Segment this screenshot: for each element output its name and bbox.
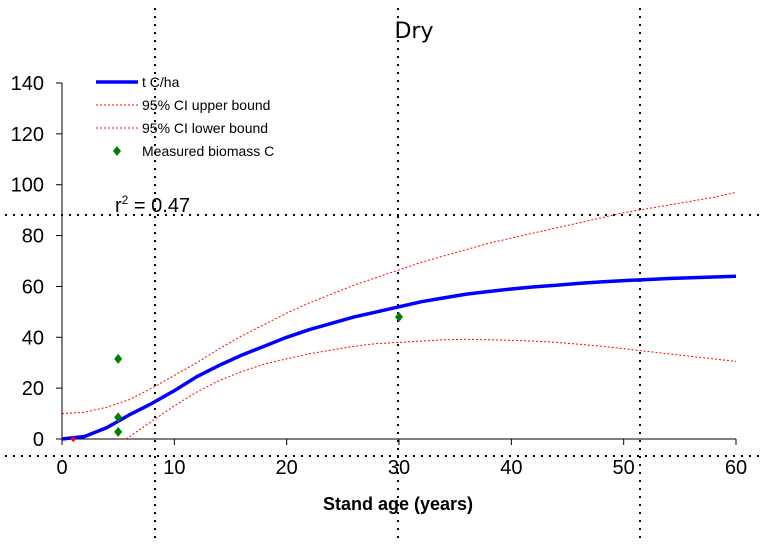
measured-point — [114, 353, 123, 364]
y-tick-label: 100 — [11, 175, 44, 197]
legend: t C/ha 95% CI upper bound 95% CI lower b… — [96, 74, 274, 159]
axes — [56, 82, 737, 445]
measured-point — [114, 426, 123, 437]
y-tick-label: 40 — [22, 327, 44, 349]
chart-title: Dry — [394, 19, 433, 44]
y-tick-label: 20 — [22, 378, 44, 400]
measured-point — [395, 311, 403, 322]
x-tick-label: 10 — [163, 457, 185, 479]
extra-point — [70, 436, 77, 442]
r-squared-annotation: r2 = 0.47 — [115, 193, 190, 217]
series-line-2 — [125, 338, 737, 440]
legend-marker-measured — [113, 146, 121, 156]
y-tick-label: 80 — [22, 226, 44, 248]
legend-label-lower: 95% CI lower bound — [142, 120, 268, 136]
y-tick-label: 0 — [33, 429, 44, 451]
measured-point — [114, 412, 123, 423]
tick-labels: 0 20 40 60 80 100 120 140 0 10 20 30 40 50 60 — [11, 73, 748, 479]
y-tick-label: 140 — [11, 73, 44, 95]
x-tick-label: 50 — [613, 457, 635, 479]
legend-label-measured: Measured biomass C — [142, 143, 274, 159]
x-tick-label: 60 — [725, 457, 747, 479]
outer-dotted-lines — [5, 8, 762, 540]
x-axis-label: Stand age (years) — [323, 494, 473, 514]
y-tick-label: 120 — [11, 124, 44, 146]
legend-label-upper: 95% CI upper bound — [142, 97, 270, 113]
x-tick-label: 0 — [56, 457, 67, 479]
x-tick-label: 30 — [388, 457, 410, 479]
x-tick-label: 20 — [276, 457, 298, 479]
legend-label-fit: t C/ha — [142, 74, 180, 90]
x-tick-label: 40 — [500, 457, 522, 479]
series-line-1 — [61, 191, 737, 415]
y-tick-label: 60 — [22, 276, 44, 298]
series-line-0 — [61, 274, 737, 441]
series-layer — [61, 191, 737, 442]
